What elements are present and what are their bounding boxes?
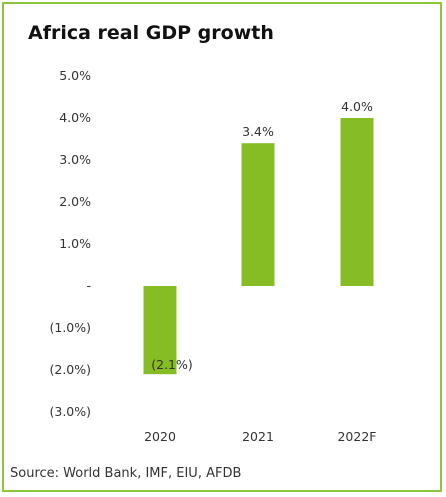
y-tick-label: 5.0% xyxy=(59,68,91,83)
bar-2021 xyxy=(241,143,275,286)
y-tick-label: (3.0%) xyxy=(49,404,91,419)
chart-title: Africa real GDP growth xyxy=(28,22,274,44)
bar-2020 xyxy=(143,286,177,375)
x-tick-label: 2022F xyxy=(337,429,376,444)
x-tick-label: 2020 xyxy=(144,429,176,444)
y-tick-label: 3.0% xyxy=(59,152,91,167)
y-tick-label: 1.0% xyxy=(59,236,91,251)
y-tick-label: (1.0%) xyxy=(49,320,91,335)
x-tick-label: 2021 xyxy=(242,429,274,444)
y-tick-label: 2.0% xyxy=(59,194,91,209)
data-label-2021: 3.4% xyxy=(242,124,274,139)
data-label-2020: (2.1%) xyxy=(151,357,193,372)
bar-2022f xyxy=(340,118,374,286)
y-tick-label: - xyxy=(86,278,91,293)
data-label-2022f: 4.0% xyxy=(341,99,373,114)
y-tick-label: (2.0%) xyxy=(49,362,91,377)
y-tick-label: 4.0% xyxy=(59,110,91,125)
bar-chart: 5.0% 4.0% 3.0% 2.0% 1.0% - (1.0%) (2.0%) (3.0%) (… xyxy=(49,68,376,444)
source-note: Source: World Bank, IMF, EIU, AFDB xyxy=(10,466,242,481)
